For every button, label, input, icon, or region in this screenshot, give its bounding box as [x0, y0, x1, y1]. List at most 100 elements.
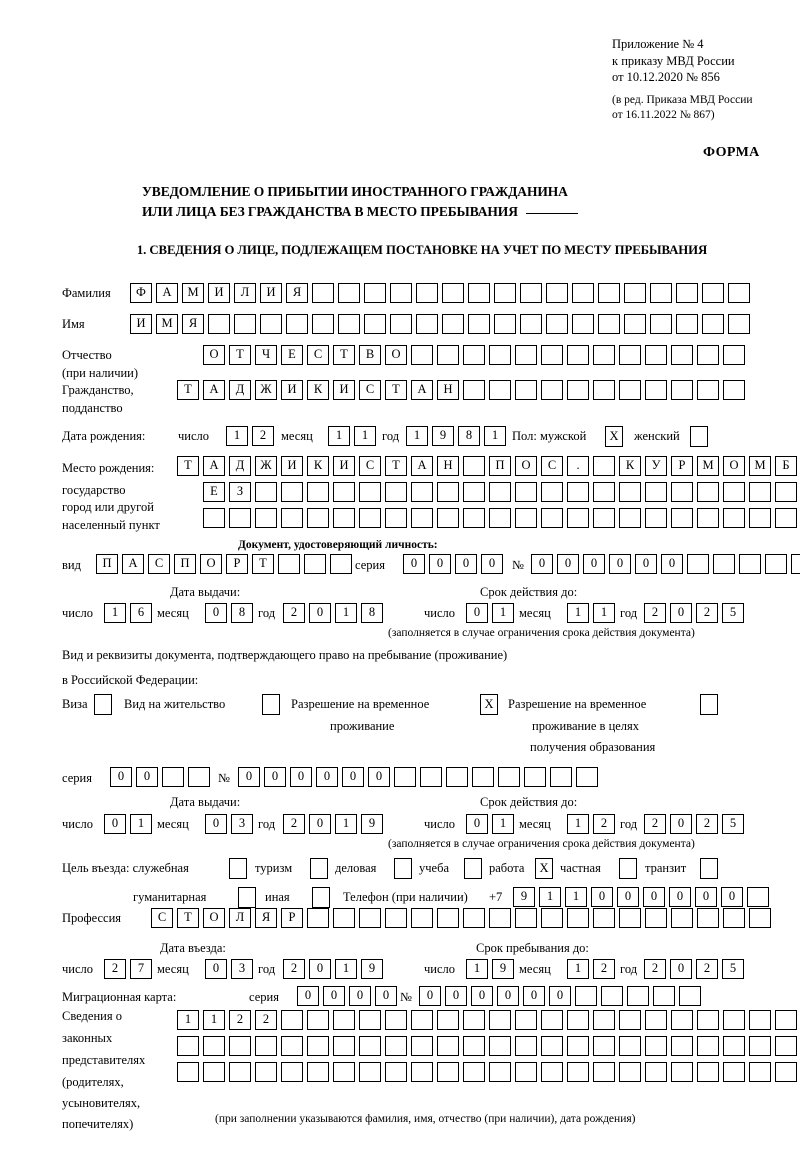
- char-cell[interactable]: 0: [661, 554, 683, 574]
- char-cell[interactable]: [593, 482, 615, 502]
- char-cell[interactable]: 0: [670, 603, 692, 623]
- char-cell[interactable]: [281, 1036, 303, 1056]
- char-cell[interactable]: О: [200, 554, 222, 574]
- char-cell[interactable]: 5: [722, 814, 744, 834]
- char-cell[interactable]: [489, 1010, 511, 1030]
- char-cell[interactable]: [567, 482, 589, 502]
- char-cell[interactable]: [619, 1036, 641, 1056]
- char-cell[interactable]: 2: [696, 603, 718, 623]
- char-cell[interactable]: 0: [375, 986, 397, 1006]
- char-cell[interactable]: 0: [471, 986, 493, 1006]
- char-cell[interactable]: [307, 508, 329, 528]
- char-cell[interactable]: 1: [593, 603, 615, 623]
- char-cell[interactable]: К: [307, 380, 329, 400]
- char-cell[interactable]: [671, 345, 693, 365]
- char-cell[interactable]: 0: [323, 986, 345, 1006]
- char-cell[interactable]: [728, 314, 750, 334]
- char-cell[interactable]: 0: [110, 767, 132, 787]
- char-cell[interactable]: [489, 508, 511, 528]
- char-cell[interactable]: 9: [492, 959, 514, 979]
- char-cell[interactable]: 1: [335, 603, 357, 623]
- char-cell[interactable]: [749, 1010, 771, 1030]
- char-cell[interactable]: 8: [231, 603, 253, 623]
- char-cell[interactable]: [411, 1010, 433, 1030]
- char-cell[interactable]: [749, 908, 771, 928]
- char-cell[interactable]: [255, 1036, 277, 1056]
- char-cell[interactable]: [463, 908, 485, 928]
- char-cell[interactable]: 5: [722, 959, 744, 979]
- char-cell[interactable]: [765, 554, 787, 574]
- char-cell[interactable]: П: [174, 554, 196, 574]
- char-cell[interactable]: О: [203, 908, 225, 928]
- char-cell[interactable]: [437, 508, 459, 528]
- char-cell[interactable]: [546, 314, 568, 334]
- char-cell[interactable]: [567, 1036, 589, 1056]
- char-cell[interactable]: [385, 908, 407, 928]
- char-cell[interactable]: [359, 508, 381, 528]
- char-cell[interactable]: [411, 908, 433, 928]
- char-cell[interactable]: [671, 1010, 693, 1030]
- char-cell[interactable]: [697, 1036, 719, 1056]
- char-cell[interactable]: [489, 1036, 511, 1056]
- char-cell[interactable]: [515, 1062, 537, 1082]
- char-cell[interactable]: [541, 908, 563, 928]
- char-cell[interactable]: [627, 986, 649, 1006]
- char-cell[interactable]: [775, 1036, 797, 1056]
- char-cell[interactable]: Р: [281, 908, 303, 928]
- char-cell[interactable]: [567, 908, 589, 928]
- char-cell[interactable]: [671, 482, 693, 502]
- char-cell[interactable]: [359, 1062, 381, 1082]
- char-cell[interactable]: [645, 1010, 667, 1030]
- char-cell[interactable]: М: [182, 283, 204, 303]
- char-cell[interactable]: [775, 1062, 797, 1082]
- char-cell[interactable]: [624, 314, 646, 334]
- char-cell[interactable]: 8: [458, 426, 480, 446]
- char-cell[interactable]: [385, 1036, 407, 1056]
- char-cell[interactable]: И: [130, 314, 152, 334]
- legal-rep-cells-row-2[interactable]: [177, 1036, 797, 1056]
- char-cell[interactable]: И: [208, 283, 230, 303]
- char-cell[interactable]: [472, 767, 494, 787]
- char-cell[interactable]: 6: [130, 603, 152, 623]
- char-cell[interactable]: 2: [252, 426, 274, 446]
- char-cell[interactable]: 1: [484, 426, 506, 446]
- char-cell[interactable]: [463, 345, 485, 365]
- char-cell[interactable]: 0: [609, 554, 631, 574]
- char-cell[interactable]: [385, 1010, 407, 1030]
- char-cell[interactable]: [541, 1036, 563, 1056]
- purpose-transit-checkbox[interactable]: [700, 858, 718, 879]
- char-cell[interactable]: [333, 508, 355, 528]
- char-cell[interactable]: [234, 314, 256, 334]
- char-cell[interactable]: Е: [281, 345, 303, 365]
- char-cell[interactable]: [697, 1062, 719, 1082]
- char-cell[interactable]: С: [307, 345, 329, 365]
- char-cell[interactable]: [697, 482, 719, 502]
- char-cell[interactable]: [333, 908, 355, 928]
- char-cell[interactable]: [338, 314, 360, 334]
- char-cell[interactable]: 0: [670, 959, 692, 979]
- char-cell[interactable]: 0: [309, 814, 331, 834]
- char-cell[interactable]: [593, 1062, 615, 1082]
- char-cell[interactable]: М: [749, 456, 771, 476]
- char-cell[interactable]: 0: [591, 887, 613, 907]
- char-cell[interactable]: [645, 482, 667, 502]
- char-cell[interactable]: 9: [513, 887, 535, 907]
- char-cell[interactable]: 0: [466, 814, 488, 834]
- purpose-private-checkbox[interactable]: [619, 858, 637, 879]
- char-cell[interactable]: [645, 508, 667, 528]
- char-cell[interactable]: Т: [333, 345, 355, 365]
- char-cell[interactable]: [697, 508, 719, 528]
- char-cell[interactable]: [671, 908, 693, 928]
- char-cell[interactable]: [671, 1036, 693, 1056]
- char-cell[interactable]: 1: [466, 959, 488, 979]
- char-cell[interactable]: [411, 508, 433, 528]
